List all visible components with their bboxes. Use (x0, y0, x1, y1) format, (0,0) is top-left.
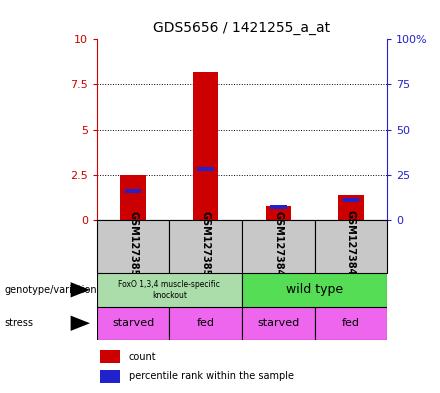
Bar (100, 351, 120, 363)
Bar (242, 273, 387, 307)
Bar (270, 205, 286, 209)
Bar (100, 370, 120, 383)
Text: genotype/variation: genotype/variation (4, 285, 97, 295)
Text: starved: starved (257, 318, 300, 328)
Bar (169, 220, 242, 273)
Text: FoxO 1,3,4 muscle-specific
knockout: FoxO 1,3,4 muscle-specific knockout (118, 280, 220, 300)
Bar (338, 195, 363, 220)
Bar (315, 307, 387, 340)
Text: percentile rank within the sample: percentile rank within the sample (129, 371, 294, 381)
Polygon shape (70, 282, 90, 298)
Text: GSM1273850: GSM1273850 (201, 211, 211, 283)
Text: GSM1273848: GSM1273848 (346, 211, 356, 283)
Bar (266, 206, 291, 220)
Text: fed: fed (197, 318, 215, 328)
Text: GSM1273849: GSM1273849 (273, 211, 283, 283)
Bar (125, 189, 141, 193)
Bar (169, 307, 242, 340)
Text: stress: stress (4, 318, 33, 328)
Bar (97, 273, 242, 307)
Text: wild type: wild type (286, 283, 343, 296)
Bar (121, 175, 146, 220)
Bar (97, 220, 169, 273)
Text: GSM1273851: GSM1273851 (128, 211, 138, 283)
Text: starved: starved (112, 318, 154, 328)
Bar (97, 307, 169, 340)
Bar (242, 220, 315, 273)
Title: GDS5656 / 1421255_a_at: GDS5656 / 1421255_a_at (154, 22, 330, 35)
Bar (343, 198, 359, 202)
Text: fed: fed (342, 318, 360, 328)
Text: count: count (129, 352, 156, 362)
Bar (242, 307, 315, 340)
Bar (193, 72, 218, 220)
Bar (198, 167, 214, 171)
Polygon shape (70, 316, 90, 331)
Bar (315, 220, 387, 273)
